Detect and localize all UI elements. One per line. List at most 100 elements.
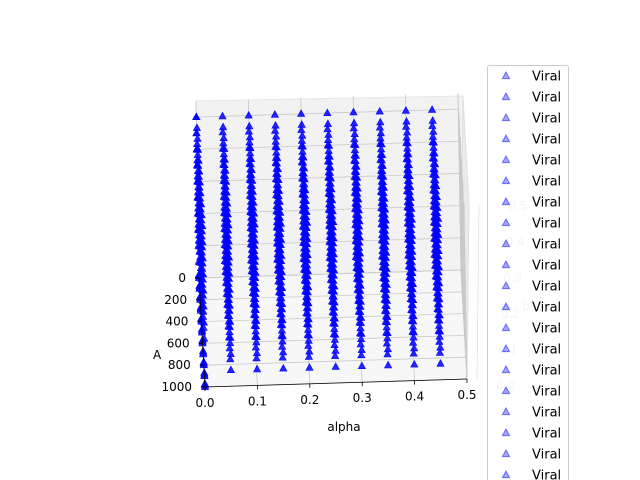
data-point — [381, 317, 390, 325]
data-point — [380, 306, 390, 314]
data-point — [220, 256, 230, 265]
data-point — [273, 254, 282, 263]
data-point — [221, 267, 230, 275]
data-point — [272, 238, 282, 247]
data-point — [270, 126, 280, 134]
legend-label: Viral — [532, 301, 561, 316]
data-point — [297, 157, 307, 166]
data-point — [192, 144, 201, 153]
data-point — [274, 276, 283, 285]
data-point — [352, 263, 361, 271]
data-points — [192, 105, 445, 390]
data-point — [193, 176, 202, 185]
data-point — [271, 142, 280, 150]
data-point — [194, 270, 204, 278]
data-point — [433, 315, 443, 324]
data-point — [377, 235, 387, 244]
data-point — [432, 293, 442, 302]
data-point — [352, 274, 362, 282]
data-point — [328, 307, 337, 316]
data-point — [349, 123, 358, 132]
data-point — [304, 341, 313, 349]
legend-marker — [501, 175, 511, 185]
data-point — [247, 266, 256, 275]
data-point — [403, 186, 412, 194]
data-point — [330, 340, 339, 349]
legend-marker — [501, 469, 511, 479]
x-tick-label: 0.1 — [248, 394, 267, 408]
data-point — [379, 284, 389, 292]
data-point — [303, 330, 312, 338]
data-point — [430, 260, 440, 269]
data-point — [324, 188, 333, 197]
data-point — [325, 237, 334, 245]
axes-lines — [198, 204, 480, 388]
legend-marker — [501, 70, 511, 80]
data-point — [277, 331, 286, 339]
data-point — [272, 206, 281, 215]
data-point — [192, 128, 201, 137]
legend-label: Viral — [532, 448, 561, 463]
z-tick-label: 600 — [167, 336, 190, 350]
y-grid-side — [459, 205, 467, 315]
data-point — [383, 349, 392, 358]
legend-marker — [501, 427, 511, 437]
data-point — [245, 143, 254, 151]
data-point — [351, 236, 360, 244]
data-point — [195, 246, 204, 255]
data-point — [350, 204, 360, 212]
legend-marker — [501, 385, 511, 395]
z-axis-line — [198, 277, 206, 388]
data-point — [193, 192, 202, 201]
data-point — [350, 172, 359, 180]
data-point — [194, 225, 203, 233]
y-axis-line — [476, 204, 480, 380]
legend-label: Viral — [532, 280, 561, 295]
data-point — [219, 208, 229, 216]
data-point — [223, 310, 233, 319]
z-axis-label: A — [153, 348, 162, 362]
data-point — [435, 348, 445, 356]
data-point — [429, 201, 438, 210]
data-point — [377, 251, 387, 260]
data-point — [224, 321, 233, 330]
data-point — [271, 158, 280, 166]
data-point — [378, 262, 387, 271]
data-point — [252, 353, 261, 362]
data-point — [326, 275, 336, 283]
data-point — [302, 308, 311, 317]
data-point — [436, 359, 445, 367]
data-point — [323, 108, 332, 116]
z-tick-label: 200 — [164, 293, 187, 307]
data-point — [354, 306, 364, 315]
data-point — [349, 139, 359, 148]
data-point — [407, 316, 417, 324]
data-point — [246, 223, 255, 231]
z-grid-floor — [203, 356, 466, 366]
data-point — [429, 169, 438, 178]
data-point — [226, 365, 236, 374]
data-point — [279, 363, 288, 372]
data-point — [351, 252, 361, 261]
data-point — [401, 122, 411, 130]
data-point — [409, 348, 418, 357]
data-point — [429, 217, 439, 226]
data-point — [302, 319, 312, 328]
legend: Viral Viral Viral Viral Viral Viral Viral Viral… — [487, 65, 569, 480]
x-tick-label: 0.3 — [353, 391, 372, 405]
data-point — [298, 173, 307, 182]
data-point — [375, 122, 385, 131]
data-point — [226, 354, 235, 363]
data-point — [324, 172, 333, 181]
data-point — [428, 121, 437, 129]
data-point — [428, 137, 437, 145]
legend-label: Viral — [532, 238, 561, 253]
data-point — [429, 185, 438, 194]
data-point — [298, 189, 307, 198]
data-point — [407, 305, 416, 313]
legend-marker — [501, 91, 511, 101]
data-point — [356, 339, 365, 348]
x-axis-line — [204, 378, 468, 388]
legend-marker — [501, 112, 511, 122]
data-point — [219, 192, 228, 200]
